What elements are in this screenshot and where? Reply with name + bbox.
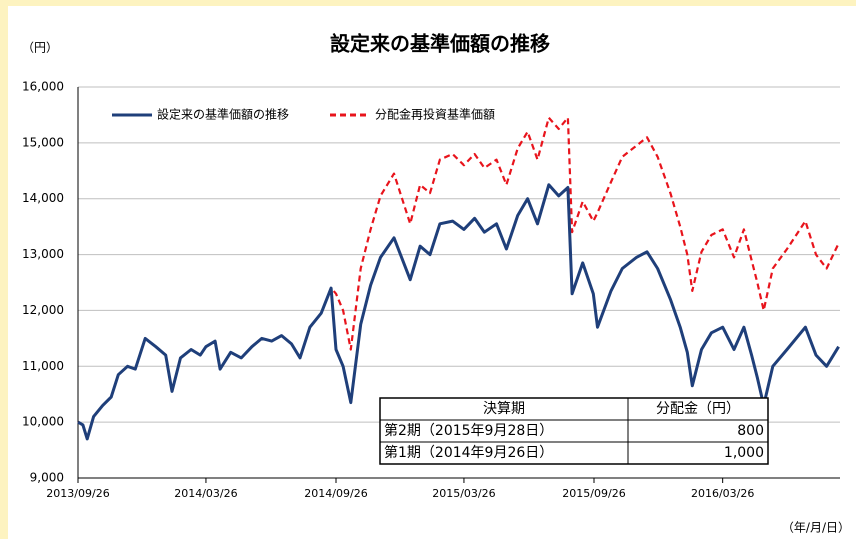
chart-title: 設定来の基準価額の推移 — [330, 32, 550, 56]
table-cell: 第1期（2014年9月26日） — [384, 444, 553, 461]
y-tick-label: 16,000 — [22, 80, 64, 94]
y-tick-label: 12,000 — [22, 303, 64, 317]
y-tick-label: 9,000 — [30, 471, 64, 485]
x-tick-label: 2014/09/26 — [304, 487, 367, 500]
table-box — [379, 397, 769, 465]
legend-label: 分配金再投資基準価額 — [375, 107, 495, 122]
table-header: 決算期 — [483, 401, 525, 417]
series-line — [77, 116, 840, 440]
x-tick-label: 2013/09/26 — [46, 487, 109, 500]
x-tick-label: 2014/03/26 — [174, 487, 237, 500]
y-tick-label: 13,000 — [22, 247, 64, 261]
y-tick-label: 10,000 — [22, 415, 64, 429]
table-cell: 1,000 — [724, 445, 764, 461]
table-cell: 第2期（2015年9月28日） — [384, 422, 553, 439]
y-unit: （円） — [22, 41, 58, 55]
border-strip — [0, 0, 856, 6]
y-tick-label: 14,000 — [22, 191, 64, 205]
x-tick-label: 2016/03/26 — [691, 487, 754, 500]
border-strip — [0, 0, 8, 539]
y-tick-label: 11,000 — [22, 359, 64, 373]
legend-label: 設定来の基準価額の推移 — [157, 107, 289, 122]
table-cell: 800 — [737, 423, 764, 439]
x-tick-label: 2015/03/26 — [432, 487, 495, 500]
x-tick-label: 2015/09/26 — [562, 487, 625, 500]
y-tick-label: 15,000 — [22, 135, 64, 149]
x-unit: （年/月/日） — [782, 521, 850, 535]
table-header: 分配金（円） — [656, 401, 740, 417]
series-line — [77, 183, 840, 441]
